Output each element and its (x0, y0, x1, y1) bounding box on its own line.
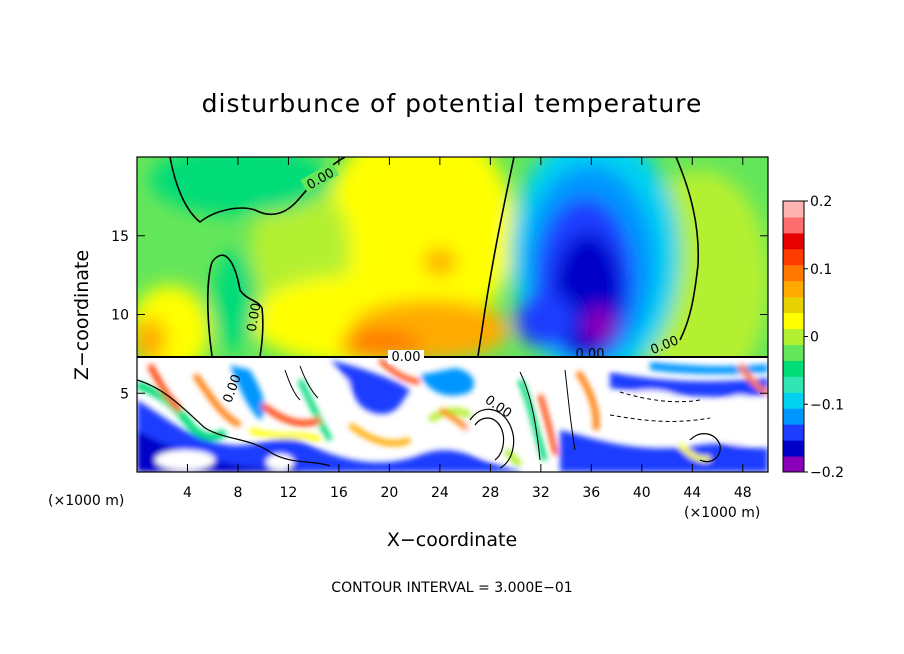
colorbar-swatch (783, 392, 804, 409)
colorbar-swatch (783, 216, 804, 234)
colorbar-frame (782, 200, 805, 473)
colorbar-tick-label: 0.1 (810, 262, 832, 278)
heatmap-field-upper (137, 157, 768, 358)
x-axis-ticks: 4 8 12 16 20 24 28 32 36 40 44 48 (183, 157, 752, 501)
colorbar-swatch (783, 296, 804, 314)
colorbar-tick-label: −0.1 (810, 397, 844, 413)
y-axis-ticks: 5 10 15 (111, 229, 768, 402)
colorbar-swatch (783, 264, 804, 282)
contour-interval-note: CONTOUR INTERVAL = 3.000E−01 (331, 580, 572, 596)
x-tick-label: 28 (481, 485, 499, 501)
contour-line (689, 433, 721, 463)
x-tick-label: 16 (330, 485, 348, 501)
contour-line (284, 365, 319, 401)
colorbar-swatch (783, 248, 804, 266)
colorbar-swatch (783, 312, 804, 330)
x-unit-left: (×1000 m) (48, 493, 124, 509)
y-axis-title: Z−coordinate (71, 250, 93, 380)
contour-line (207, 254, 264, 357)
colorbar-tick-label: 0.2 (810, 194, 832, 210)
x-tick-label: 44 (683, 485, 701, 501)
contour-label: 0.00 (576, 347, 605, 362)
heatmap-field-lower (137, 358, 768, 472)
colorbar-swatch (783, 440, 804, 457)
colorbar-swatch (783, 360, 804, 377)
colorbar-swatch (783, 232, 804, 250)
x-tick-label: 20 (380, 485, 398, 501)
colorbar-swatch (783, 424, 804, 441)
y-tick-label: 5 (120, 386, 129, 402)
colorbar-swatch (783, 201, 804, 218)
x-tick-label: 36 (582, 485, 600, 501)
colorbar-swatch (783, 376, 804, 393)
x-axis-title: X−coordinate (387, 529, 517, 551)
contour-label: 0.00 (392, 350, 421, 365)
colorbar-tick-label: 0 (810, 330, 819, 346)
contour-line (477, 157, 515, 357)
colorbar: 0.2 0.1 0 −0.1 −0.2 (783, 194, 844, 481)
colorbar-swatch (783, 408, 804, 425)
x-tick-label: 48 (734, 485, 752, 501)
y-tick-label: 10 (111, 308, 129, 324)
x-tick-label: 40 (633, 485, 651, 501)
x-tick-label: 12 (280, 485, 298, 501)
contour-line (474, 417, 505, 461)
contour-label: 0.00 (245, 302, 265, 333)
colorbar-swatch (783, 344, 804, 361)
colorbar-swatch (783, 280, 804, 298)
x-tick-label: 24 (431, 485, 449, 501)
contour-line (675, 157, 700, 341)
contour-line (519, 369, 576, 461)
x-tick-label: 4 (183, 485, 192, 501)
x-tick-label: 8 (233, 485, 242, 501)
contour-line (609, 391, 711, 422)
chart-title: disturbunce of potential temperature (202, 89, 703, 118)
colorbar-swatch (783, 328, 804, 345)
x-tick-label: 32 (532, 485, 550, 501)
contour-line (137, 379, 331, 467)
y-tick-label: 15 (111, 229, 129, 245)
x-unit-right: (×1000 m) (684, 505, 760, 521)
colorbar-tick-label: −0.2 (810, 465, 844, 481)
contour-line (469, 408, 515, 469)
colorbar-swatch (783, 456, 804, 473)
